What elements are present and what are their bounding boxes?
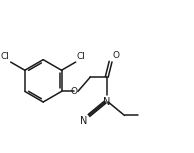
Text: N: N — [103, 97, 110, 107]
Text: Cl: Cl — [77, 52, 86, 61]
Text: O: O — [71, 87, 78, 96]
Text: Cl: Cl — [1, 52, 10, 61]
Text: N: N — [80, 116, 87, 126]
Text: O: O — [113, 51, 120, 60]
